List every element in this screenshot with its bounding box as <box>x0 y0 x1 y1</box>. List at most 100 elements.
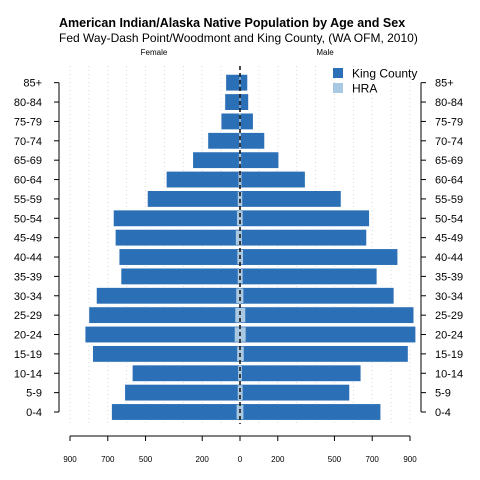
left-age-label-30-34: 30-34 <box>14 291 42 303</box>
hra-male-bar-70-74 <box>240 133 241 149</box>
king-county-male-bar-45-49 <box>239 229 367 247</box>
right-age-label-40-44: 40-44 <box>435 252 463 264</box>
right-age-label-60-64: 60-64 <box>435 175 463 187</box>
king-county-female-bar-15-19 <box>92 345 241 363</box>
king-county-male-bar-60-64 <box>239 171 306 189</box>
hra-female-bar-70-74 <box>239 133 240 149</box>
right-age-label-5-9: 5-9 <box>435 388 451 400</box>
hra-male-bar-15-19 <box>240 346 244 362</box>
hra-female-bar-50-54 <box>236 211 240 226</box>
x-tick-label: 0 <box>238 455 243 464</box>
hra-male-bar-75-79 <box>240 114 241 129</box>
left-age-label-25-29: 25-29 <box>14 310 42 322</box>
x-tick-label: 700 <box>101 455 115 464</box>
left-age-label-10-14: 10-14 <box>14 368 42 380</box>
king-county-male-bar-40-44 <box>239 248 399 266</box>
king-county-female-bar-50-54 <box>113 209 241 227</box>
right-age-label-25-29: 25-29 <box>435 310 463 322</box>
axes: 0-4 0-4 5-9 5-9 10-14 10-14 15-19 15-19 20-24 20-… <box>14 66 463 464</box>
left-age-label-70-74: 70-74 <box>14 136 42 148</box>
hra-male-bar-55-59 <box>240 191 243 207</box>
hra-male-bar-0-4 <box>240 404 244 420</box>
left-age-label-75-79: 75-79 <box>14 116 42 128</box>
hra-male-bar-10-14 <box>240 366 242 381</box>
hra-female-bar-45-49 <box>235 230 240 245</box>
left-age-label-20-24: 20-24 <box>14 330 42 342</box>
right-age-label-75-79: 75-79 <box>435 116 463 128</box>
king-county-male-bar-15-19 <box>239 345 409 363</box>
hra-female-bar-75-79 <box>239 114 240 129</box>
x-tick-label: 900 <box>63 455 77 464</box>
hra-female-bar-30-34 <box>236 288 240 304</box>
hra-female-bar-5-9 <box>237 385 240 400</box>
left-age-label-0-4: 0-4 <box>26 407 42 419</box>
right-age-label-85+: 85+ <box>435 78 454 90</box>
hra-female-bar-55-59 <box>237 191 240 207</box>
left-age-label-55-59: 55-59 <box>14 194 42 206</box>
right-age-label-45-49: 45-49 <box>435 233 463 245</box>
king-county-male-bar-70-74 <box>239 132 265 150</box>
hra-female-bar-20-24 <box>234 327 240 342</box>
right-age-label-50-54: 50-54 <box>435 213 463 225</box>
right-age-label-35-39: 35-39 <box>435 271 463 283</box>
legend-swatch-king-county <box>333 68 343 78</box>
hra-male-bar-5-9 <box>240 385 243 400</box>
king-county-male-bar-0-4 <box>239 403 382 421</box>
hra-male-bar-25-29 <box>240 307 246 323</box>
left-age-label-80-84: 80-84 <box>14 97 42 109</box>
hra-male-bar-45-49 <box>240 230 242 245</box>
hra-female-bar-35-39 <box>237 269 240 284</box>
x-tick-label: 500 <box>328 455 342 464</box>
left-age-label-60-64: 60-64 <box>14 175 42 187</box>
king-county-male-bar-85+ <box>239 74 248 92</box>
king-county-female-bar-0-4 <box>111 403 241 421</box>
king-county-female-bar-35-39 <box>120 267 241 285</box>
king-county-female-bar-60-64 <box>166 171 241 189</box>
x-tick-label: 900 <box>403 455 417 464</box>
hra-female-bar-40-44 <box>237 249 240 265</box>
right-age-label-20-24: 20-24 <box>435 330 463 342</box>
king-county-male-bar-55-59 <box>239 190 342 208</box>
hra-female-bar-0-4 <box>236 404 240 420</box>
hra-male-bar-40-44 <box>240 249 244 265</box>
king-county-female-bar-80-84 <box>224 93 241 111</box>
chart-title: American Indian/Alaska Native Population… <box>59 16 405 30</box>
king-county-male-bar-5-9 <box>239 384 350 402</box>
right-age-label-10-14: 10-14 <box>435 368 463 380</box>
king-county-female-bar-75-79 <box>220 112 241 130</box>
bars <box>84 74 416 421</box>
king-county-female-bar-25-29 <box>88 306 241 324</box>
right-age-label-80-84: 80-84 <box>435 97 463 109</box>
left-age-label-5-9: 5-9 <box>26 388 42 400</box>
king-county-female-bar-30-34 <box>96 287 241 305</box>
king-county-female-bar-45-49 <box>115 229 241 247</box>
right-age-label-15-19: 15-19 <box>435 349 463 361</box>
king-county-female-bar-70-74 <box>207 132 241 150</box>
king-county-male-bar-25-29 <box>239 306 415 324</box>
king-county-female-bar-55-59 <box>147 190 241 208</box>
king-county-male-bar-30-34 <box>239 287 395 305</box>
left-age-label-35-39: 35-39 <box>14 271 42 283</box>
hra-male-bar-20-24 <box>240 327 246 342</box>
legend-label-hra: HRA <box>352 82 377 96</box>
left-age-label-85+: 85+ <box>23 78 42 90</box>
king-county-male-bar-80-84 <box>239 93 249 111</box>
right-age-label-30-34: 30-34 <box>435 291 463 303</box>
king-county-male-bar-35-39 <box>239 267 378 285</box>
king-county-female-bar-10-14 <box>132 364 241 382</box>
king-county-male-bar-75-79 <box>239 112 254 130</box>
hra-female-bar-10-14 <box>238 366 240 381</box>
hra-male-bar-30-34 <box>240 288 244 304</box>
king-county-female-bar-20-24 <box>84 325 241 344</box>
x-tick-label: 500 <box>139 455 153 464</box>
female-side-label: Female <box>141 48 168 57</box>
king-county-male-bar-50-54 <box>239 209 370 227</box>
right-age-label-0-4: 0-4 <box>435 407 451 419</box>
left-age-label-50-54: 50-54 <box>14 213 42 225</box>
right-age-label-65-69: 65-69 <box>435 155 463 167</box>
x-tick-label: 700 <box>366 455 380 464</box>
hra-male-bar-50-54 <box>240 211 243 226</box>
right-age-label-55-59: 55-59 <box>435 194 463 206</box>
